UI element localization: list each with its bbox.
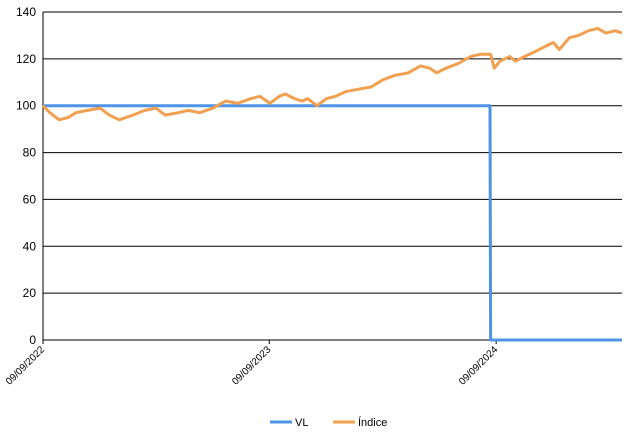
legend-label-1: Índice: [358, 416, 387, 429]
x-tick-label: 09/09/2024: [457, 344, 500, 387]
legend: VL Índice: [270, 416, 387, 429]
series-line-0: [43, 104, 622, 342]
y-axis: 0 20 40 60 80 100 120 140: [16, 5, 44, 347]
y-tick-label: 120: [16, 52, 36, 66]
y-tick-label: 140: [16, 5, 36, 19]
y-tick-label: 60: [23, 192, 37, 206]
series-line-1: [41, 26, 623, 122]
x-tick-label: 09/09/2023: [230, 344, 273, 387]
y-tick-label: 100: [16, 99, 36, 113]
y-tick-label: 40: [23, 239, 37, 253]
y-tick-label: 20: [23, 286, 37, 300]
x-tick-label: 09/09/2022: [4, 344, 47, 387]
y-tick-label: 80: [23, 146, 37, 160]
series-lines: [41, 26, 623, 342]
legend-label-0: VL: [295, 417, 308, 429]
gridlines: [43, 11, 622, 341]
y-tick-label: 0: [29, 333, 36, 347]
x-axis: 09/09/2022 09/09/2023 09/09/2024: [4, 340, 501, 388]
